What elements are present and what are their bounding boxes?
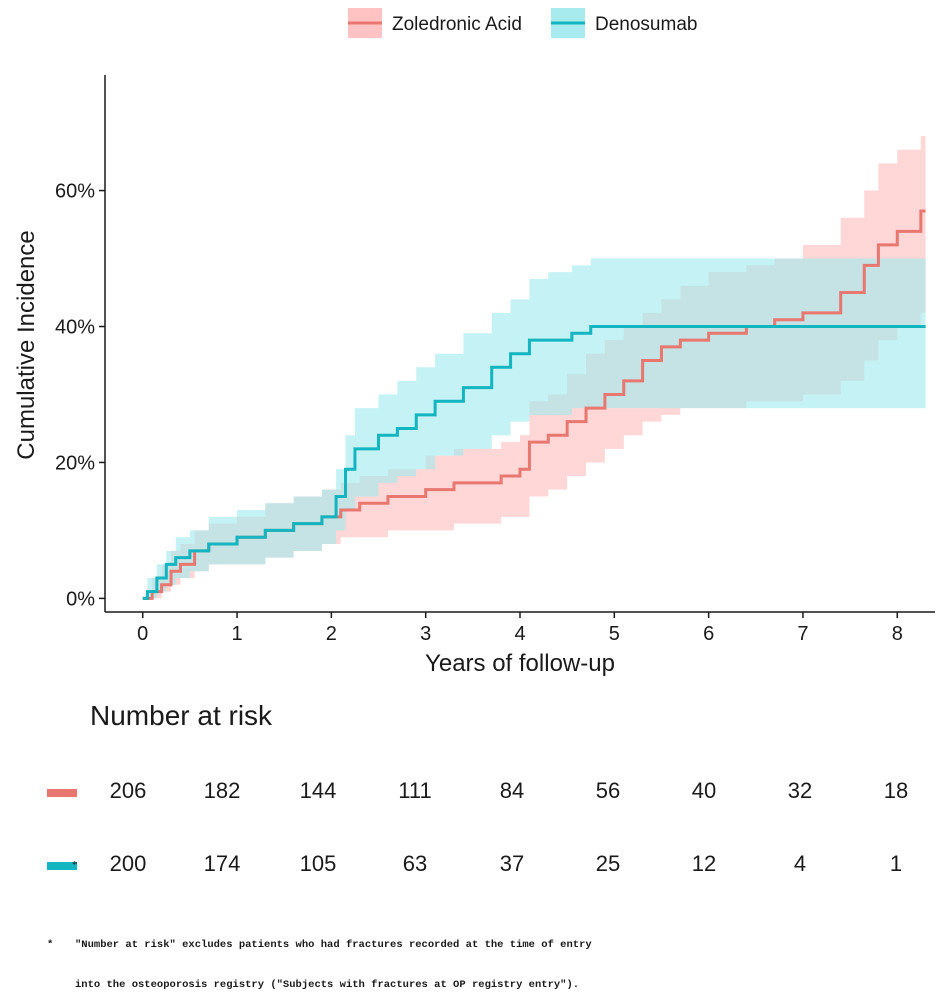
x-tick-label: 5 [609, 623, 620, 645]
risk-footnote-marker: * [72, 859, 78, 871]
risk-count: 200 [109, 851, 147, 876]
x-tick-label: 3 [420, 623, 431, 645]
risk-count: 63 [402, 851, 428, 876]
risk-swatch-denosumab [47, 862, 77, 870]
risk-count: 25 [595, 851, 621, 876]
risk-count: 32 [787, 778, 813, 803]
risk-table-title: Number at risk [90, 700, 273, 731]
cumulative-incidence-chart: Zoledronic Acid Denosumab 0 1 2 3 4 5 6 7 8 0% 20%… [13, 8, 935, 677]
risk-count: 4 [793, 851, 807, 876]
risk-count: 84 [499, 778, 525, 803]
y-tick-label: 20% [55, 452, 95, 474]
legend-zoledronic-label: Zoledronic Acid [392, 14, 522, 35]
y-axis-label: Cumulative Incidence [13, 230, 40, 459]
x-axis-label: Years of follow-up [425, 650, 615, 677]
risk-count: 40 [691, 778, 717, 803]
risk-count: 144 [299, 778, 337, 803]
risk-row-zoledronic: 206 182 144 111 84 56 40 32 18 [0, 778, 945, 808]
x-tick-label: 0 [137, 623, 148, 645]
risk-count: 1 [889, 851, 903, 876]
x-tick-label: 4 [514, 623, 525, 645]
footnote-star: * [47, 939, 54, 951]
denosumab-incidence-line [142, 325, 926, 600]
risk-count: 12 [691, 851, 717, 876]
x-tick-label: 6 [703, 623, 714, 645]
risk-count: 174 [203, 851, 241, 876]
x-tick-label: 2 [326, 623, 337, 645]
risk-count: 111 [398, 778, 432, 803]
y-tick-label: 40% [55, 317, 95, 339]
risk-count: 182 [203, 778, 241, 803]
risk-count: 206 [109, 778, 147, 803]
risk-row-denosumab: * 200 174 105 63 37 25 12 4 1 [0, 851, 945, 881]
x-tick-label: 8 [892, 623, 903, 645]
legend-denosumab-label: Denosumab [595, 14, 697, 35]
axes: 0 1 2 3 4 5 6 7 8 0% 20% 40% 60% [55, 75, 935, 645]
risk-count: 18 [883, 778, 909, 803]
denosumab-ci-band [142, 258, 926, 599]
legend: Zoledronic Acid Denosumab [348, 8, 697, 38]
footnote-line-1: "Number at risk" excludes patients who h… [75, 939, 592, 951]
risk-count: 56 [595, 778, 621, 803]
y-tick-label: 0% [66, 588, 95, 610]
y-tick-label: 60% [55, 181, 95, 203]
x-tick-label: 1 [231, 623, 242, 645]
risk-count: 105 [299, 851, 337, 876]
risk-count: 37 [499, 851, 525, 876]
incidence-lines [142, 209, 926, 600]
confidence-bands [142, 136, 926, 599]
footnote-line-2: into the osteoporosis registry ("Subject… [75, 979, 580, 991]
x-tick-label: 7 [797, 623, 808, 645]
risk-swatch-zoledronic [47, 789, 77, 797]
